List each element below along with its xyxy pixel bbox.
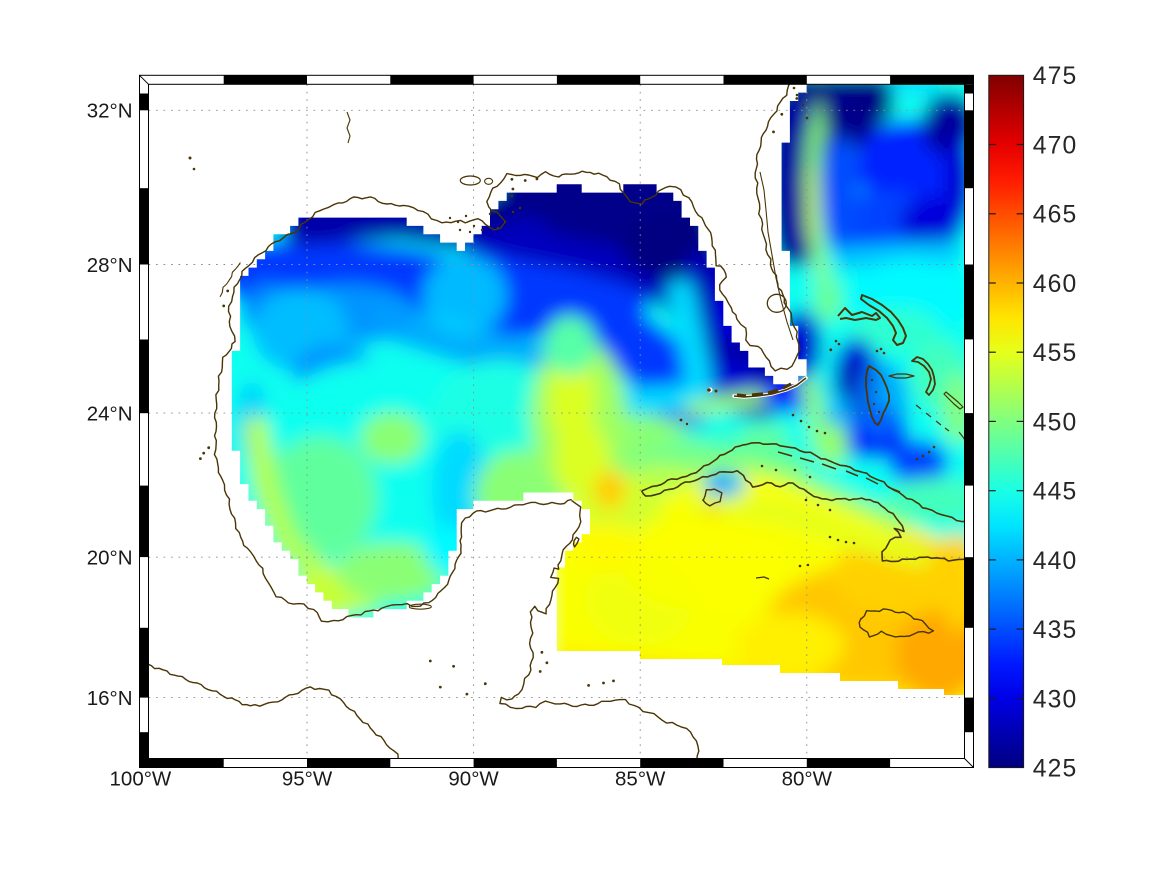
- svg-text:16°N: 16°N: [87, 687, 133, 710]
- svg-text:450: 450: [1033, 409, 1078, 436]
- svg-text:465: 465: [1033, 202, 1078, 229]
- svg-text:28°N: 28°N: [87, 254, 133, 277]
- svg-text:90°W: 90°W: [448, 768, 499, 791]
- svg-text:425: 425: [1033, 755, 1078, 782]
- svg-text:85°W: 85°W: [615, 768, 666, 791]
- svg-text:32°N: 32°N: [87, 100, 133, 123]
- svg-text:435: 435: [1033, 617, 1078, 644]
- svg-text:95°W: 95°W: [282, 768, 333, 791]
- svg-text:445: 445: [1033, 479, 1078, 506]
- svg-text:430: 430: [1033, 686, 1078, 713]
- svg-text:460: 460: [1033, 271, 1078, 298]
- svg-text:475: 475: [1033, 63, 1078, 90]
- svg-text:470: 470: [1033, 132, 1078, 159]
- svg-text:100°W: 100°W: [110, 768, 172, 791]
- svg-text:20°N: 20°N: [87, 547, 133, 570]
- svg-text:24°N: 24°N: [87, 402, 133, 425]
- svg-text:455: 455: [1033, 340, 1078, 367]
- svg-text:80°W: 80°W: [782, 768, 833, 791]
- svg-text:440: 440: [1033, 548, 1078, 575]
